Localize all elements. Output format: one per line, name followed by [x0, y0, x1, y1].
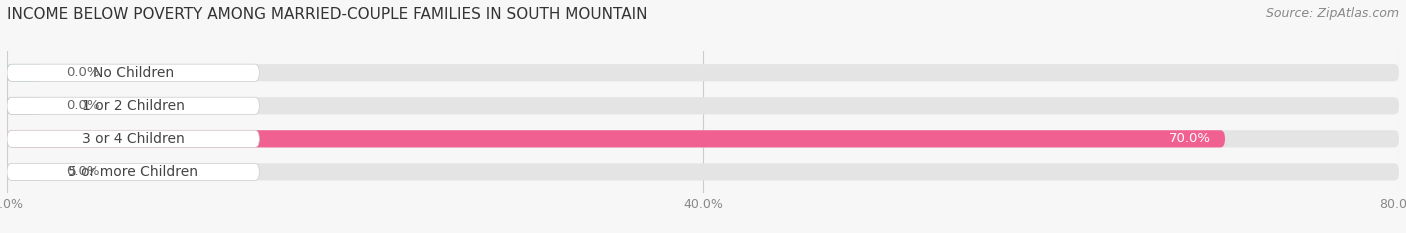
- Text: No Children: No Children: [93, 66, 174, 80]
- FancyBboxPatch shape: [7, 97, 42, 114]
- FancyBboxPatch shape: [7, 130, 1225, 147]
- FancyBboxPatch shape: [7, 97, 1399, 114]
- Text: 5 or more Children: 5 or more Children: [67, 165, 198, 179]
- Text: 70.0%: 70.0%: [1168, 132, 1211, 145]
- FancyBboxPatch shape: [7, 64, 1399, 81]
- FancyBboxPatch shape: [7, 64, 259, 81]
- FancyBboxPatch shape: [7, 163, 1399, 181]
- Text: 1 or 2 Children: 1 or 2 Children: [82, 99, 184, 113]
- Text: 0.0%: 0.0%: [66, 165, 100, 178]
- FancyBboxPatch shape: [7, 130, 1399, 147]
- FancyBboxPatch shape: [7, 64, 42, 81]
- FancyBboxPatch shape: [7, 97, 259, 114]
- FancyBboxPatch shape: [7, 130, 259, 147]
- FancyBboxPatch shape: [7, 163, 259, 181]
- FancyBboxPatch shape: [7, 163, 42, 181]
- Text: Source: ZipAtlas.com: Source: ZipAtlas.com: [1265, 7, 1399, 20]
- Text: 3 or 4 Children: 3 or 4 Children: [82, 132, 184, 146]
- Text: INCOME BELOW POVERTY AMONG MARRIED-COUPLE FAMILIES IN SOUTH MOUNTAIN: INCOME BELOW POVERTY AMONG MARRIED-COUPL…: [7, 7, 648, 22]
- Text: 0.0%: 0.0%: [66, 66, 100, 79]
- Text: 0.0%: 0.0%: [66, 99, 100, 112]
